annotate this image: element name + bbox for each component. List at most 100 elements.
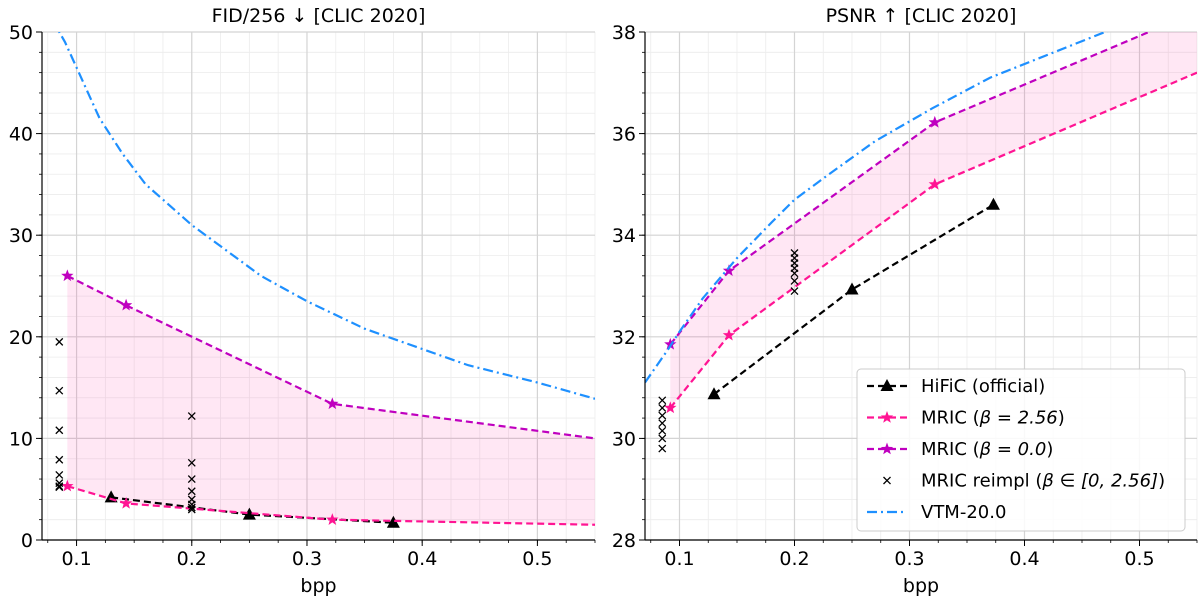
panel-2-x-tick-label: 0.3 — [894, 548, 924, 570]
panel-2-series-4-x-marker — [658, 403, 667, 412]
legend-entry-1-label: HiFiC (official) — [921, 376, 1045, 397]
legend-entry-3-star-marker — [880, 442, 894, 455]
panel-1-y-tick-label: 50 — [9, 22, 33, 44]
panel-1-series-4-x-marker — [55, 337, 64, 346]
panel-2-series-3-star-marker — [722, 264, 736, 277]
panel-1-y-tick-label: 20 — [9, 327, 33, 349]
panel-2-series-3-star-marker — [928, 115, 941, 128]
panel-1-x-tick-label: 0.3 — [292, 548, 322, 570]
panel-1-series-2-star-marker — [119, 496, 133, 509]
panel-2: 0.1 0.2 0.3 0.4 0.5 28 30 32 34 36 38 PSNR ↑ [CLIC … — [612, 5, 1198, 597]
panel-2-series-3-star-marker — [664, 337, 677, 350]
panel-1-y-tick-label: 0 — [21, 530, 33, 552]
legend-entry-1-triangle-marker — [880, 379, 894, 391]
legend-entry-5-label: VTM-20.0 — [921, 502, 1006, 523]
panel-2-y-tick-label: 38 — [612, 22, 636, 44]
panel-1-series-4-x-marker — [187, 412, 196, 421]
legend-box — [856, 368, 1186, 532]
legend-entry-4-label-text: MRIC reimpl ( — [921, 471, 1042, 492]
panel-1-series-4-x-marker — [55, 386, 64, 395]
panel-2-series-4-x-marker — [790, 287, 799, 296]
panel-2-series-1-triangle-marker — [707, 387, 721, 400]
legend-entry-4-label-close: ) — [1158, 471, 1165, 492]
panel-1-series-4-x-marker — [187, 487, 196, 496]
panel-2-x-tick-label: 0.4 — [1009, 548, 1039, 570]
panel-1-series-4-x-marker — [187, 475, 196, 483]
panel-1-series-2-line — [67, 485, 595, 526]
panel-2-plot-area — [645, 32, 1197, 453]
panel-1-series-4-x-marker — [55, 426, 64, 435]
panel-2-series-4-x-marker — [658, 426, 667, 435]
panel-1-x-tick-label: 0.1 — [61, 548, 91, 570]
panel-2-y-tick-label: 36 — [612, 124, 636, 146]
panel-1-series-5-line — [58, 32, 595, 400]
panel-2-series-2-line — [669, 71, 1197, 409]
panel-2-series-1-triangle-marker — [845, 282, 859, 295]
panel-1-series-4-x-marker — [55, 455, 64, 464]
legend-entry-3-label-math: β = 0.0 — [979, 439, 1047, 460]
legend-entry-1-label-text: HiFiC (official) — [921, 376, 1045, 397]
panel-2-x-tick-label: 0.1 — [664, 548, 694, 570]
legend-entry-4-label-math: β ∈ [0, 2.56] — [1041, 471, 1158, 492]
legend-entry-2-label-text: MRIC ( — [921, 408, 980, 429]
legend-entry-2-label-math: β = 2.56 — [979, 408, 1058, 429]
legend-entry-5-label-text: VTM-20.0 — [921, 502, 1006, 523]
legend-entry-3-label: MRIC (β = 0.0) — [921, 439, 1053, 460]
panel-1: 0.1 0.2 0.3 0.4 0.5 0 10 20 30 40 50 FID/256 ↓ [CLI… — [9, 5, 596, 597]
panel-1-series-4-x-marker — [187, 503, 196, 512]
panel-1-y-tick-label: 30 — [9, 225, 33, 247]
panel-2-y-tick-label: 28 — [612, 530, 636, 552]
legend-entry-4-label: MRIC reimpl (β ∈ [0, 2.56]) — [921, 471, 1165, 492]
panel-1-series-3-star-marker — [326, 397, 339, 410]
panel-2-y-tick-label: 32 — [612, 327, 636, 349]
panel-1-series-4-x-marker — [55, 482, 64, 491]
panel-2-x-axis-label: bpp — [903, 575, 939, 597]
panel-1-y-tick-label: 40 — [9, 124, 33, 146]
panel-1-series-2-star-marker — [61, 479, 74, 492]
legend-entry-3-label-text: MRIC ( — [921, 439, 980, 460]
panel-1-series-4-x-marker — [187, 458, 196, 467]
panel-2-series-2-star-marker — [928, 177, 941, 190]
panel-1-series-1-triangle-marker — [386, 515, 400, 528]
panel-1-series-3-star-marker — [119, 298, 133, 311]
panel-1-x-tick-label: 0.4 — [407, 548, 437, 570]
panel-1-title: FID/256 ↓ [CLIC 2020] — [212, 5, 426, 27]
panel-1-x-tick-label: 0.2 — [177, 548, 207, 570]
panel-2-series-2-star-marker — [664, 401, 677, 414]
panel-1-x-tick-label: 0.5 — [522, 548, 552, 570]
legend-entry-2-label-close: ) — [1058, 408, 1065, 429]
legend: HiFiC (official)MRIC (β = 2.56)MRIC (β =… — [856, 368, 1186, 532]
legend-entry-4-x-marker — [883, 476, 891, 485]
panel-1-shaded-band — [67, 275, 595, 525]
panel-2-series-4-x-marker — [658, 411, 667, 420]
panel-2-y-tick-label: 30 — [612, 428, 636, 450]
panel-1-series-4-x-marker — [187, 505, 196, 514]
panel-1-y-tick-label: 10 — [9, 428, 33, 450]
panel-2-series-3-line — [669, 32, 1152, 346]
panel-2-shaded-band — [670, 32, 1197, 408]
panel-2-y-tick-label: 34 — [612, 225, 636, 247]
panel-2-series-4-x-marker — [790, 269, 799, 278]
panel-2-series-2-star-marker — [722, 328, 736, 341]
panel-1-series-1-triangle-marker — [242, 507, 256, 520]
panel-1-x-axis-label: bpp — [300, 575, 336, 597]
panel-2-series-4-x-marker — [658, 419, 667, 428]
panel-2-series-5-line — [645, 32, 1109, 384]
panel-1-plot-area — [55, 32, 595, 528]
panel-2-series-1-triangle-marker — [986, 197, 1000, 210]
panel-1-series-4-x-marker — [55, 483, 64, 492]
panel-2-series-1-line — [713, 203, 995, 396]
legend-entry-2-label: MRIC (β = 2.56) — [921, 408, 1065, 429]
panel-1-series-3-line — [66, 274, 595, 440]
panel-2-series-4-x-marker — [790, 276, 799, 285]
legend-entry-3-label-close: ) — [1046, 439, 1053, 460]
panel-2-series-4-x-marker — [658, 444, 667, 453]
panel-2-series-4-x-marker — [658, 396, 667, 405]
panel-2-title: PSNR ↑ [CLIC 2020] — [826, 5, 1017, 27]
panel-1-series-3-star-marker — [61, 269, 74, 282]
panel-2-series-4-x-marker — [658, 434, 667, 443]
panel-1-series-4-x-marker — [55, 471, 64, 479]
legend-entry-2-star-marker — [880, 411, 894, 423]
panel-1-series-2-star-marker — [326, 513, 339, 525]
